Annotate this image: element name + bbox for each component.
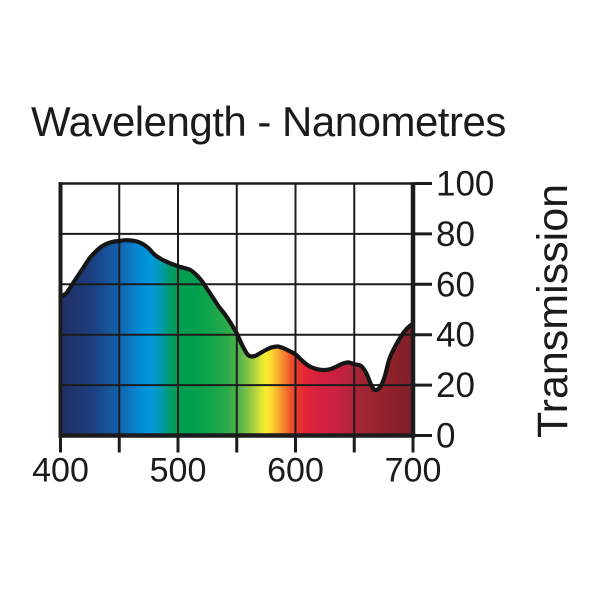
- y-tick-label: 40: [436, 316, 475, 355]
- x-tick-label: 500: [150, 452, 207, 490]
- y-tick-label: 80: [436, 215, 475, 254]
- y-tick-label: 100: [436, 165, 494, 204]
- x-tick-label: 600: [267, 452, 324, 490]
- chart-title: Wavelength - Nanometres: [31, 98, 506, 145]
- y-axis-title: Transmission: [529, 183, 577, 439]
- x-tick-label: 700: [385, 452, 442, 490]
- y-tick-label: 60: [436, 265, 475, 304]
- x-tick-label: 400: [32, 452, 89, 490]
- transmission-curve: [58, 238, 416, 393]
- y-tick-label: 0: [436, 417, 455, 456]
- y-tick-label: 20: [436, 366, 475, 405]
